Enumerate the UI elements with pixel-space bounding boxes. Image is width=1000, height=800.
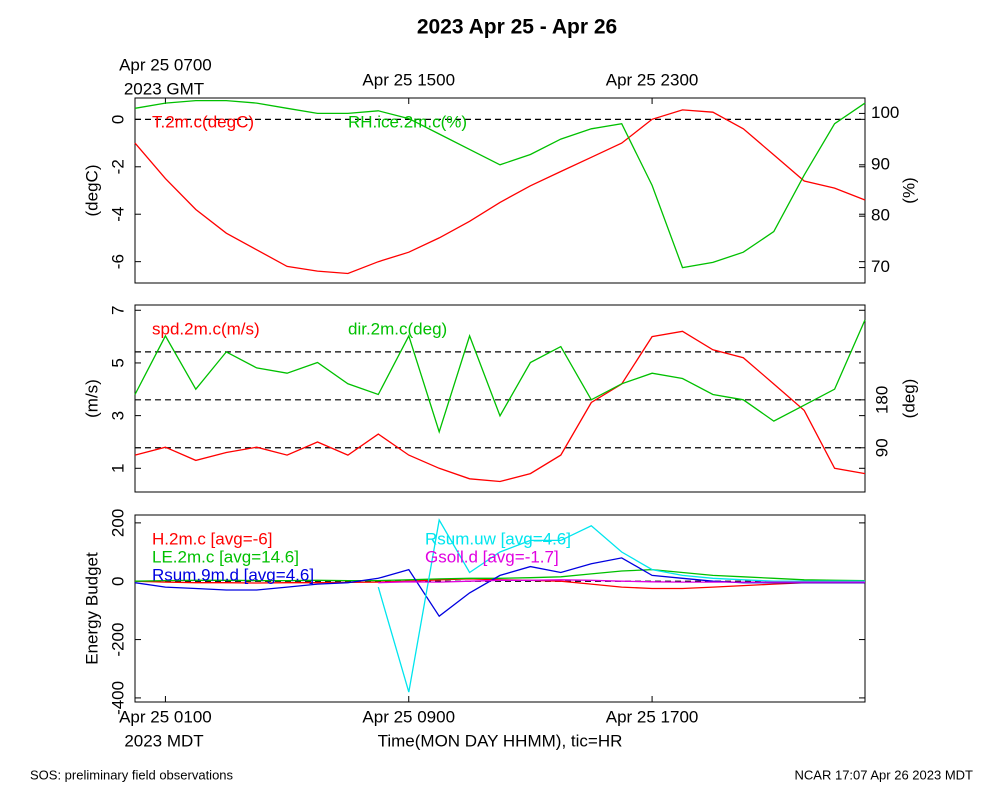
- chart-title: 2023 Apr 25 - Apr 26: [417, 16, 617, 39]
- y2-tick-label: 70: [871, 257, 890, 276]
- y2-tick-label: 90: [872, 438, 891, 457]
- legend-label: dir.2m.c(deg): [348, 319, 447, 338]
- legend-label: RH.ice.2m.c(%): [348, 112, 467, 131]
- x-tick-label: Apr 25 1500: [362, 70, 455, 89]
- y2-tick-label: 180: [872, 386, 891, 414]
- legend-label: Rsum.uw [avg=4.6]: [425, 529, 571, 548]
- y-axis-label: (degC): [82, 165, 101, 217]
- series-line: [134, 568, 866, 582]
- y2-tick-label: 100: [871, 103, 899, 122]
- legend-label: T.2m.c(degC): [152, 112, 254, 131]
- x-tick-label: Apr 25 1700: [606, 707, 699, 726]
- series-line: [134, 99, 866, 269]
- x-tick-label: Apr 25 0100: [119, 707, 212, 726]
- y-axis-label: (m/s): [82, 379, 101, 418]
- x-tick-label: Apr 25 0700: [119, 55, 212, 74]
- series-line: [377, 518, 865, 693]
- x-tick-note: 2023 GMT: [124, 79, 204, 98]
- y-tick-label: 200: [108, 509, 127, 537]
- x-tick-note: 2023 MDT: [124, 731, 203, 750]
- y-tick-label: -6: [108, 254, 127, 269]
- y2-axis-label: (deg): [899, 379, 918, 419]
- y2-tick-label: 90: [871, 154, 890, 173]
- footer-left: SOS: preliminary field observations: [30, 767, 234, 782]
- legend-label: H.2m.c [avg=-6]: [152, 529, 272, 548]
- legend-label: Rsum.9m.d [avg=4.6]: [152, 565, 314, 584]
- footer-right: NCAR 17:07 Apr 26 2023 MDT: [795, 767, 974, 782]
- y-tick-label: 5: [108, 358, 127, 367]
- y-tick-label: -400: [108, 681, 127, 715]
- series-line: [378, 579, 865, 584]
- y-axis-label: Energy Budget: [82, 552, 101, 665]
- y2-axis-label: (%): [899, 177, 918, 203]
- x-axis-label: Time(MON DAY HHMM), tic=HR: [378, 731, 623, 750]
- y-tick-label: -2: [108, 159, 127, 174]
- plot-frame: [134, 304, 866, 493]
- series-line: [134, 319, 866, 434]
- y-tick-label: 3: [108, 411, 127, 420]
- plot-frame: [134, 97, 866, 284]
- y-tick-label: 0: [108, 576, 127, 585]
- x-tick-label: Apr 25 2300: [606, 70, 699, 89]
- x-tick-label: Apr 25 0900: [362, 707, 455, 726]
- y2-tick-label: 80: [871, 206, 890, 225]
- plot-frame: [134, 514, 866, 703]
- y-tick-label: 1: [108, 464, 127, 473]
- y-tick-label: -200: [108, 623, 127, 657]
- y-tick-label: -4: [108, 207, 127, 222]
- legend-label: LE.2m.c [avg=14.6]: [152, 547, 299, 566]
- y-tick-label: 7: [108, 306, 127, 315]
- y-tick-label: 0: [108, 115, 127, 124]
- legend-label: spd.2m.c(m/s): [152, 319, 260, 338]
- series-line: [134, 109, 866, 275]
- legend-label: Gsoil.d [avg=-1.7]: [425, 547, 559, 566]
- series-line: [134, 330, 866, 483]
